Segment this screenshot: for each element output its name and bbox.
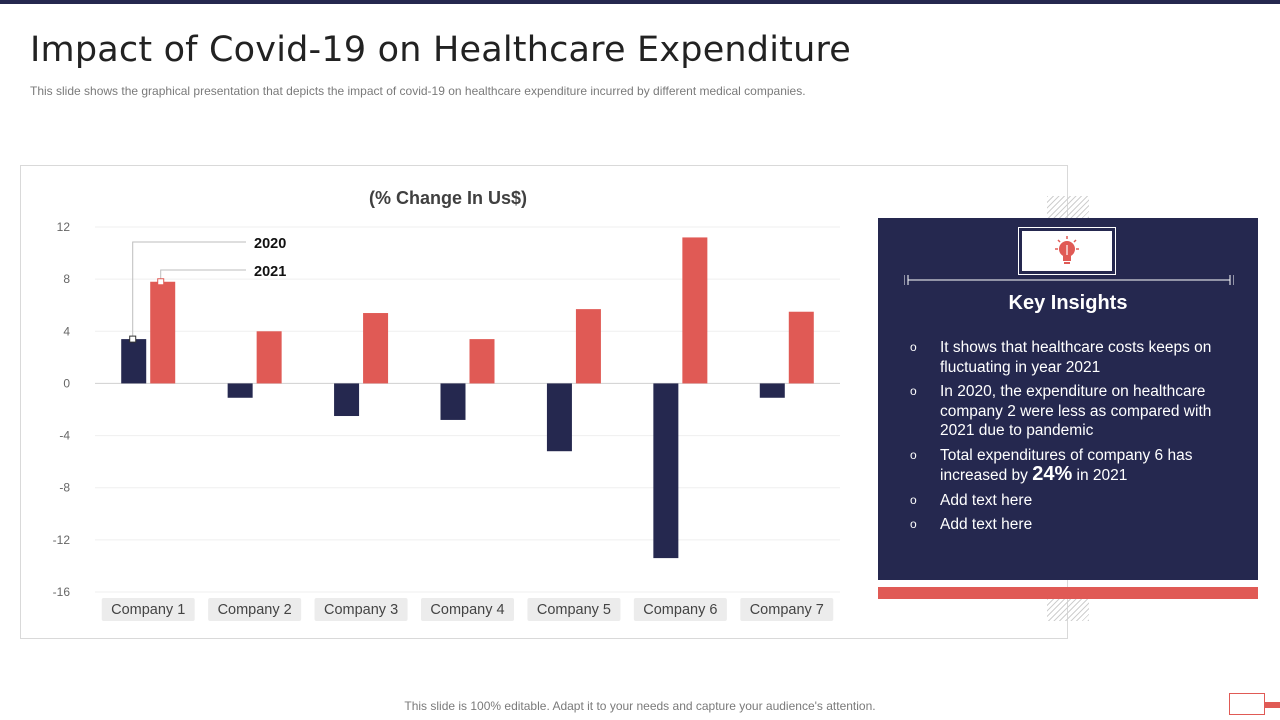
insight-item[interactable]: o Add text here	[910, 491, 1033, 509]
hatch-decoration-bottom	[1047, 599, 1089, 621]
bar-chart: (% Change In Us$) 12 8 4 0 -4 -8 -12 -16 Company …	[53, 188, 840, 621]
panel-accent-stripe	[878, 587, 1258, 599]
x-tick-label: Company 7	[750, 602, 824, 618]
x-tick-label: Company 2	[218, 602, 292, 618]
bar-2020-5	[546, 383, 572, 452]
bar-2020-6	[653, 383, 679, 559]
y-tick-label: -4	[59, 429, 70, 443]
legend-leader-line	[160, 269, 246, 282]
top-accent-bar	[0, 0, 1280, 4]
x-tick-label: Company 4	[430, 602, 504, 618]
y-tick-label: 0	[63, 376, 70, 390]
slide-footer: This slide is 100% editable. Adapt it to…	[404, 699, 876, 713]
slide-title: Impact of Covid-19 on Healthcare Expendi…	[30, 30, 852, 70]
bar-2020-2	[227, 383, 253, 398]
y-tick-label: 12	[57, 220, 71, 234]
legend-label: 2020	[254, 236, 286, 252]
x-tick-label: Company 1	[111, 602, 185, 618]
bar-2020-3	[334, 383, 360, 417]
category-pill	[101, 598, 195, 621]
y-tick-label: -8	[59, 481, 70, 495]
legend-label: 2021	[254, 264, 286, 280]
y-tick-label: 8	[63, 272, 70, 286]
bar-2021-5	[575, 309, 601, 384]
panel-divider	[904, 275, 1234, 285]
legend-marker	[157, 278, 165, 286]
category-pill	[421, 598, 514, 621]
category-pill	[740, 598, 834, 621]
x-tick-label: Company 3	[324, 602, 398, 618]
category-pill	[314, 598, 408, 621]
bar-2020-7	[759, 383, 785, 398]
bar-2021-1	[150, 281, 176, 384]
y-tick-label: 4	[63, 324, 70, 338]
slide-subtitle: This slide shows the graphical presentat…	[30, 84, 806, 98]
highlight-value: 24%	[1032, 463, 1073, 485]
x-tick-label: Company 6	[643, 602, 717, 618]
category-pill	[208, 598, 302, 621]
bar-2021-3	[363, 313, 389, 384]
bar-2020-1	[121, 339, 147, 384]
insights-list: o It shows that healthcare costs keeps on…	[908, 338, 1238, 540]
category-pill	[633, 598, 727, 621]
y-tick-label: -16	[53, 585, 71, 599]
insight-item[interactable]: o Add text here	[910, 516, 1033, 533]
insight-item: o Total expenditures of company 6 has inc…	[910, 446, 1193, 485]
bar-2020-4	[440, 383, 466, 420]
bar-2021-2	[256, 331, 282, 384]
insight-item: o It shows that healthcare costs keeps on…	[910, 339, 1212, 376]
category-pill	[527, 598, 621, 621]
panel-title: Key Insights	[1008, 292, 1128, 314]
icon-frame	[1018, 227, 1116, 275]
corner-stripe	[1265, 702, 1280, 708]
bar-2021-7	[788, 311, 814, 384]
x-tick-label: Company 5	[537, 602, 611, 618]
hatch-decoration-top	[1047, 196, 1089, 218]
bar-2021-4	[469, 339, 495, 384]
legend-marker	[129, 335, 137, 343]
chart-title: (% Change In Us$)	[369, 188, 527, 208]
legend-leader-line	[132, 241, 246, 340]
bar-2021-6	[682, 237, 708, 384]
lightbulb-icon	[1055, 236, 1079, 264]
insight-item: o In 2020, the expenditure on healthcare …	[910, 383, 1212, 439]
corner-decoration	[1229, 693, 1265, 715]
key-insights-panel: Key Insights o It shows that healthcare c…	[878, 218, 1258, 580]
y-tick-label: -12	[53, 533, 71, 547]
